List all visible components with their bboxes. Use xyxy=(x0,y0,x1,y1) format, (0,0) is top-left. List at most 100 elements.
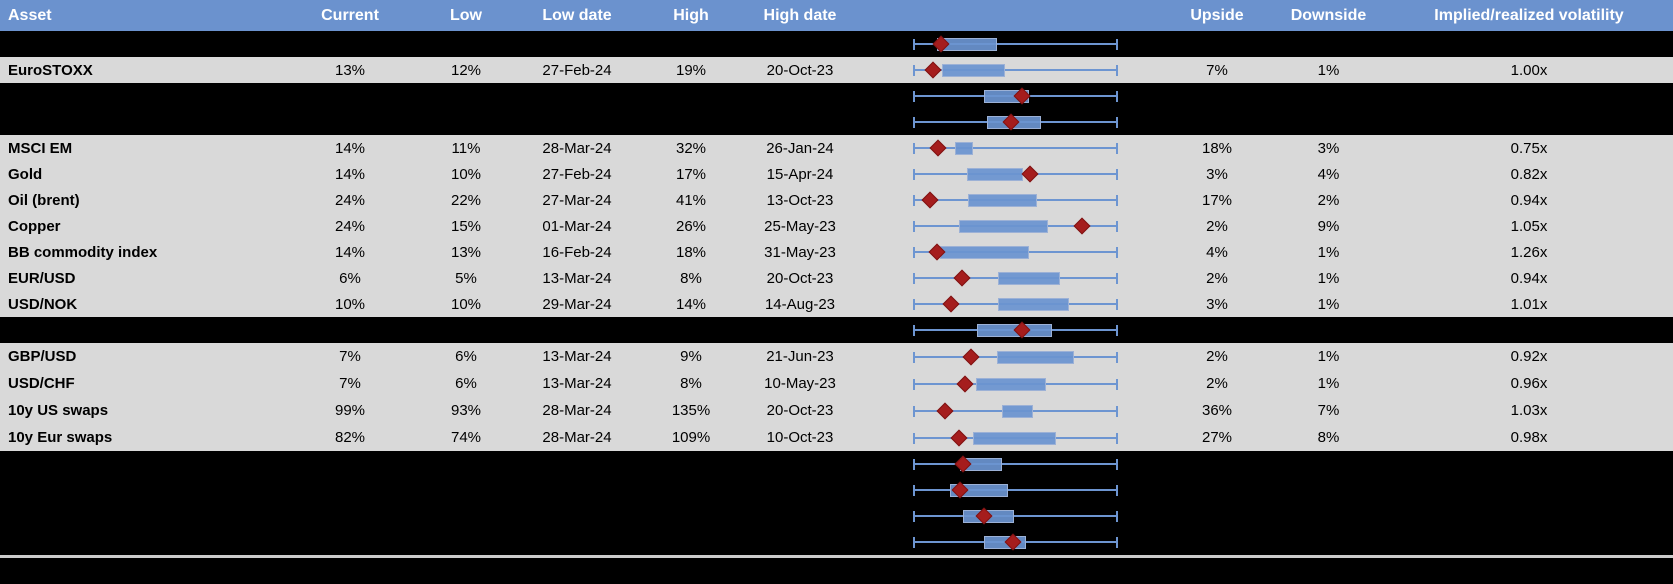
cell-empty[interactable] xyxy=(288,83,412,109)
column-header-chart[interactable] xyxy=(852,0,1162,31)
cell-empty[interactable] xyxy=(1162,31,1272,57)
cell-asset[interactable]: MSCI EM xyxy=(8,139,73,157)
cell-empty[interactable] xyxy=(634,477,748,503)
cell-empty[interactable] xyxy=(748,477,852,503)
cell-impl[interactable]: 1.05x xyxy=(1510,217,1548,235)
column-header-low_date[interactable]: Low date xyxy=(542,6,612,24)
cell-empty[interactable] xyxy=(634,503,748,529)
cell-empty[interactable] xyxy=(748,109,852,135)
cell-impl[interactable]: 0.82x xyxy=(1510,165,1548,183)
cell-empty[interactable] xyxy=(1385,109,1673,135)
cell-empty[interactable] xyxy=(520,529,634,555)
cell-empty[interactable] xyxy=(634,317,748,343)
cell-chart[interactable] xyxy=(852,370,1162,397)
column-header-high_date[interactable]: High date xyxy=(763,6,837,24)
cell-empty[interactable] xyxy=(412,451,520,477)
cell-empty[interactable] xyxy=(0,317,288,343)
cell-empty[interactable] xyxy=(1385,451,1673,477)
cell-asset[interactable]: GBP/USD xyxy=(8,348,77,365)
cell-chart[interactable] xyxy=(852,83,1162,109)
cell-chart[interactable] xyxy=(852,343,1162,370)
cell-high[interactable]: 14% xyxy=(675,295,707,313)
cell-empty[interactable] xyxy=(1385,503,1673,529)
cell-high[interactable]: 26% xyxy=(675,217,707,235)
cell-empty[interactable] xyxy=(288,529,412,555)
cell-current[interactable]: 82% xyxy=(334,429,366,446)
cell-empty[interactable] xyxy=(1385,83,1673,109)
cell-empty[interactable] xyxy=(1272,83,1385,109)
cell-empty[interactable] xyxy=(1272,503,1385,529)
cell-upside[interactable]: 3% xyxy=(1206,295,1228,313)
cell-impl[interactable]: 1.00x xyxy=(1510,61,1548,79)
cell-impl[interactable]: 0.94x xyxy=(1510,269,1548,287)
cell-empty[interactable] xyxy=(748,451,852,477)
cell-empty[interactable] xyxy=(412,477,520,503)
cell-low[interactable]: 6% xyxy=(455,375,477,392)
cell-chart[interactable] xyxy=(852,187,1162,213)
cell-asset[interactable]: 10y Eur swaps xyxy=(8,429,113,446)
cell-low_date[interactable]: 28-Mar-24 xyxy=(542,139,612,157)
cell-high_date[interactable]: 26-Jan-24 xyxy=(766,139,834,157)
cell-high_date[interactable]: 13-Oct-23 xyxy=(766,191,834,209)
cell-downside[interactable]: 1% xyxy=(1317,61,1340,79)
cell-low[interactable]: 11% xyxy=(451,139,481,157)
cell-empty[interactable] xyxy=(1162,109,1272,135)
cell-high_date[interactable]: 20-Oct-23 xyxy=(766,61,834,79)
cell-empty[interactable] xyxy=(1385,529,1673,555)
cell-low_date[interactable]: 27-Feb-24 xyxy=(542,165,612,183)
cell-empty[interactable] xyxy=(288,451,412,477)
cell-low_date[interactable]: 27-Mar-24 xyxy=(542,191,612,209)
cell-asset[interactable]: Oil (brent) xyxy=(8,191,80,209)
cell-downside[interactable]: 9% xyxy=(1317,217,1340,235)
cell-downside[interactable]: 1% xyxy=(1317,243,1340,261)
cell-upside[interactable]: 2% xyxy=(1206,348,1228,365)
cell-empty[interactable] xyxy=(1162,317,1272,343)
cell-empty[interactable] xyxy=(520,317,634,343)
cell-empty[interactable] xyxy=(0,83,288,109)
cell-high_date[interactable]: 15-Apr-24 xyxy=(766,165,834,183)
cell-upside[interactable]: 17% xyxy=(1201,191,1233,209)
cell-empty[interactable] xyxy=(1385,317,1673,343)
cell-empty[interactable] xyxy=(1272,31,1385,57)
cell-empty[interactable] xyxy=(520,31,634,57)
cell-empty[interactable] xyxy=(0,109,288,135)
cell-chart[interactable] xyxy=(852,317,1162,343)
cell-downside[interactable]: 1% xyxy=(1317,295,1340,313)
cell-current[interactable]: 10% xyxy=(334,295,366,313)
cell-impl[interactable]: 0.92x xyxy=(1510,348,1548,365)
cell-empty[interactable] xyxy=(520,477,634,503)
cell-current[interactable]: 13% xyxy=(334,61,366,79)
cell-high_date[interactable]: 21-Jun-23 xyxy=(766,348,834,365)
cell-current[interactable]: 14% xyxy=(334,165,366,183)
cell-chart[interactable] xyxy=(852,265,1162,291)
column-header-high[interactable]: High xyxy=(673,6,709,24)
column-header-downside[interactable]: Downside xyxy=(1290,6,1367,24)
cell-empty[interactable] xyxy=(1272,451,1385,477)
column-header-low[interactable]: Low xyxy=(450,6,482,24)
cell-chart[interactable] xyxy=(852,161,1162,187)
cell-downside[interactable]: 4% xyxy=(1317,165,1340,183)
cell-downside[interactable]: 1% xyxy=(1317,375,1340,392)
cell-upside[interactable]: 18% xyxy=(1201,139,1233,157)
cell-impl[interactable]: 0.98x xyxy=(1510,429,1548,446)
cell-high[interactable]: 9% xyxy=(680,348,702,365)
cell-empty[interactable] xyxy=(412,109,520,135)
cell-low_date[interactable]: 28-Mar-24 xyxy=(542,402,612,419)
cell-current[interactable]: 24% xyxy=(334,191,366,209)
cell-empty[interactable] xyxy=(412,31,520,57)
cell-current[interactable]: 14% xyxy=(334,243,366,261)
cell-downside[interactable]: 8% xyxy=(1317,429,1340,446)
cell-asset[interactable]: BB commodity index xyxy=(8,243,158,261)
cell-high_date[interactable]: 31-May-23 xyxy=(764,243,836,261)
cell-upside[interactable]: 2% xyxy=(1206,269,1228,287)
column-header-asset[interactable]: Asset xyxy=(8,6,52,24)
cell-low[interactable]: 10% xyxy=(450,295,482,313)
cell-upside[interactable]: 3% xyxy=(1206,165,1228,183)
cell-low[interactable]: 74% xyxy=(450,429,482,446)
cell-asset[interactable]: USD/NOK xyxy=(8,295,78,313)
cell-asset[interactable]: Copper xyxy=(8,217,61,235)
cell-high[interactable]: 109% xyxy=(671,429,711,446)
cell-current[interactable]: 99% xyxy=(334,402,366,419)
cell-empty[interactable] xyxy=(288,31,412,57)
cell-low[interactable]: 15% xyxy=(450,217,482,235)
